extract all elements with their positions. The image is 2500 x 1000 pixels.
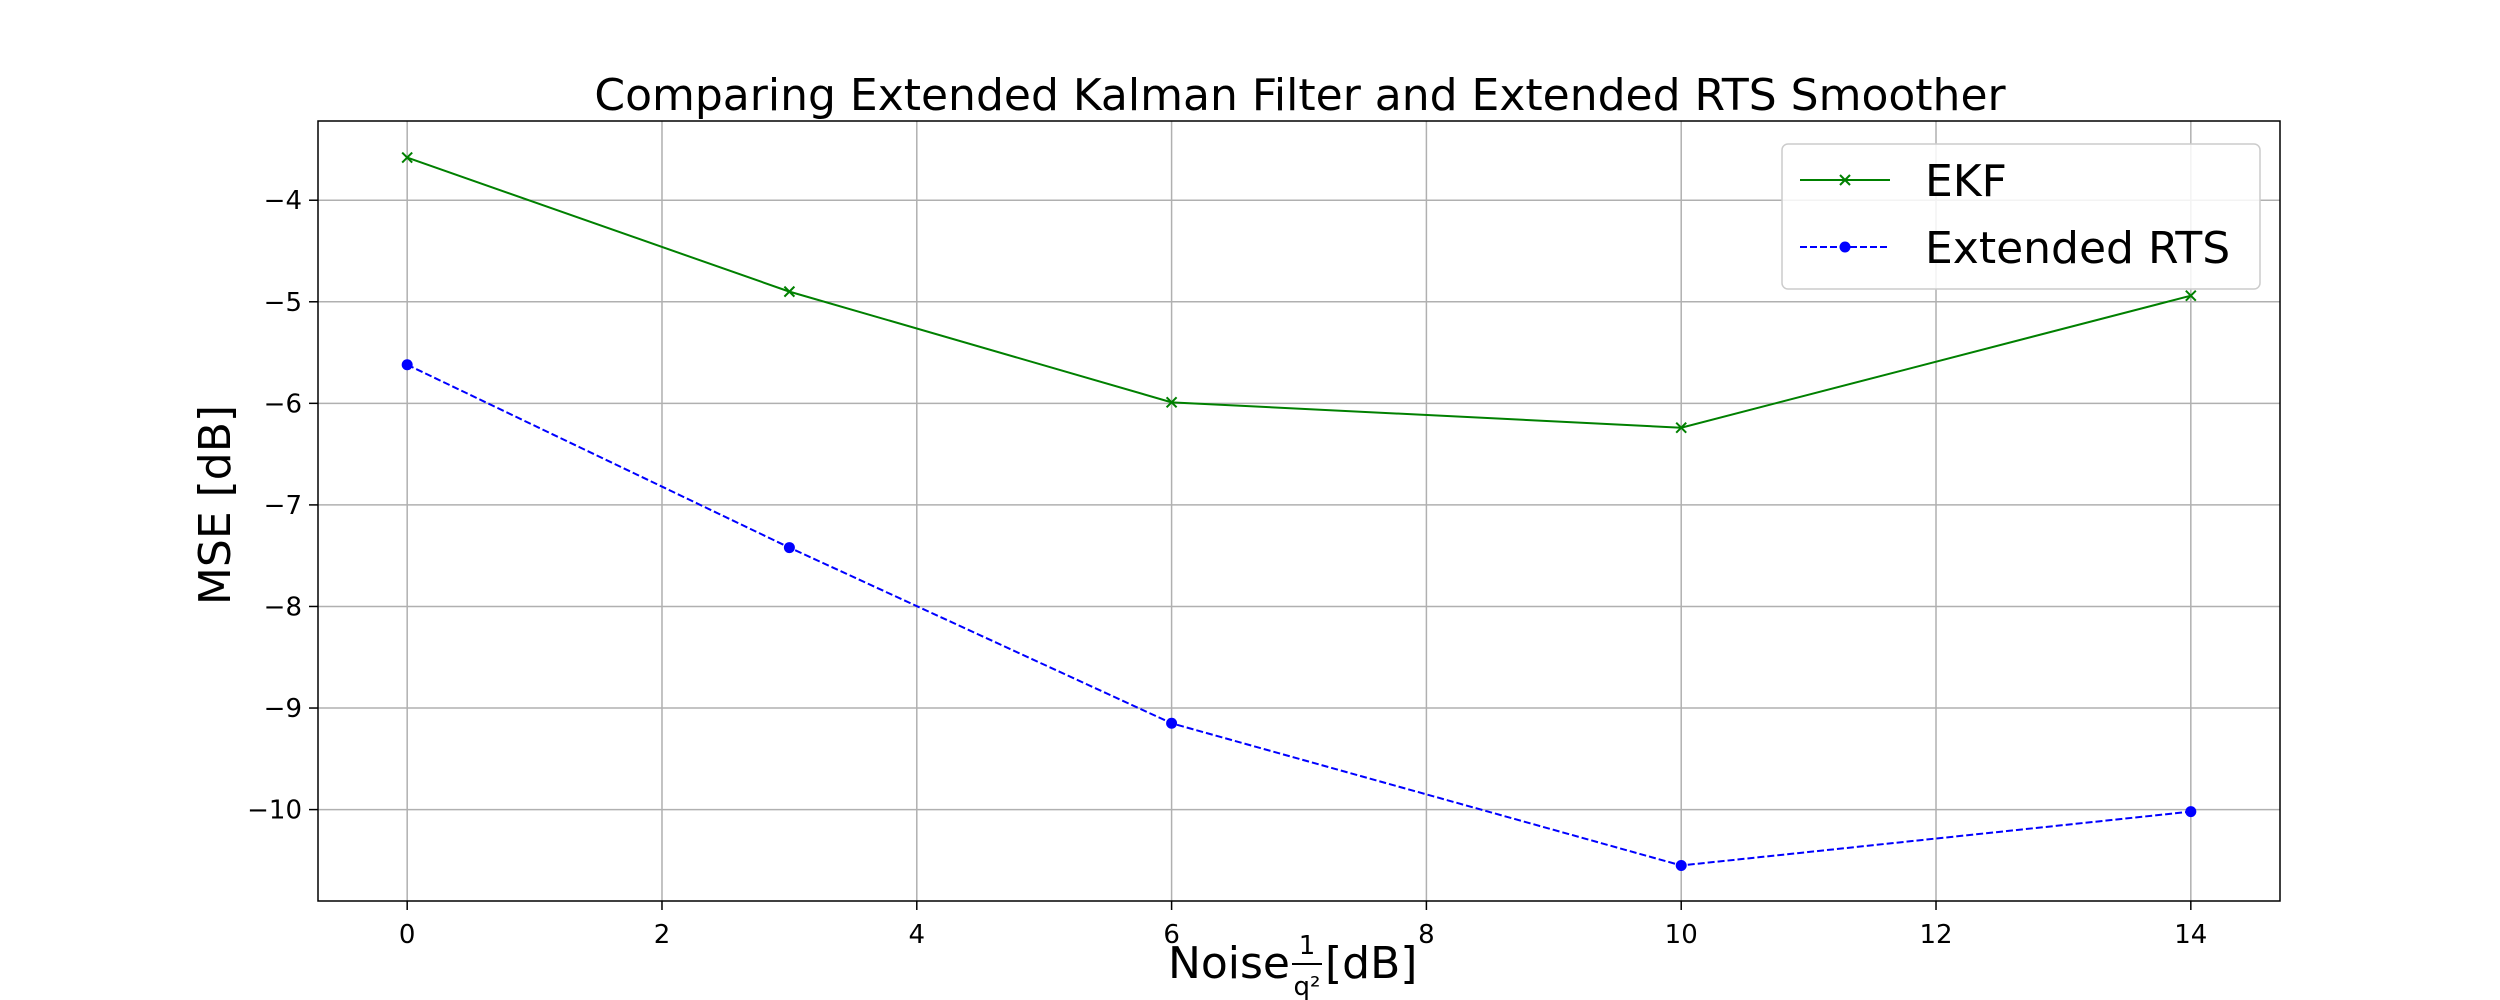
y-tick-label: −5 (264, 288, 302, 318)
x-axis-label: Noise 1 q² [dB] (1168, 931, 1418, 1000)
y-tick-label: −6 (264, 389, 302, 419)
data-point-extended-rts (1675, 859, 1687, 871)
x-tick-label: 0 (399, 920, 416, 950)
series-line-extended-rts (406, 363, 2191, 867)
y-axis-label: MSE [dB] (190, 405, 241, 605)
y-axis: −4 −5 −6 −7 −8 −9 −10 (247, 186, 318, 826)
data-point-extended-rts (1166, 717, 1178, 729)
data-point-ekf (401, 151, 413, 164)
y-tick-label: −10 (247, 796, 302, 826)
x-tick-label: 2 (654, 920, 671, 950)
x-tick-label: 4 (909, 920, 926, 950)
legend-item-extended-rts: Extended RTS (1800, 223, 2230, 274)
data-point-ekf (2185, 289, 2197, 302)
legend-label-ekf: EKF (1925, 156, 2007, 207)
x-tick-label: 6 (1163, 920, 1180, 950)
x-axis-label-suffix: [dB] (1325, 938, 1417, 989)
data-point-ekf (1165, 396, 1178, 409)
marker-stroke (401, 151, 413, 164)
chart-title: Comparing Extended Kalman Filter and Ext… (594, 70, 2006, 121)
marker-stroke (1165, 396, 1178, 409)
x-axis-label-fraction-denominator: q² (1294, 972, 1321, 1000)
y-tick-label: −7 (264, 491, 302, 521)
marker-stroke (1839, 174, 1851, 186)
legend-marker-extended-rts (1839, 241, 1851, 253)
series-layer (401, 151, 2197, 871)
data-point-extended-rts (401, 359, 413, 371)
legend-marker-ekf (1839, 174, 1851, 186)
legend-item-ekf: EKF (1800, 156, 2007, 207)
data-point-extended-rts (783, 542, 795, 554)
series-extended-rts (401, 359, 2197, 871)
x-axis-label-fraction-numerator: 1 (1299, 931, 1316, 961)
legend-label-extended-rts: Extended RTS (1925, 223, 2230, 274)
series-ekf (401, 151, 2197, 434)
legend: EKF Extended RTS (1781, 143, 2261, 290)
legend-box (1781, 143, 2261, 290)
plot-area (317, 120, 2281, 902)
data-point-ekf (783, 285, 796, 298)
x-tick-label: 8 (1418, 920, 1435, 950)
x-tick-label: 14 (2174, 920, 2207, 950)
x-axis: 0 2 4 6 8 10 12 14 (399, 901, 2207, 950)
x-axis-label-prefix: Noise (1168, 938, 1290, 989)
x-tick-label: 10 (1665, 920, 1698, 950)
y-tick-label: −8 (264, 592, 302, 622)
x-tick-label: 12 (1919, 920, 1952, 950)
data-point-extended-rts (2185, 806, 2197, 818)
y-tick-label: −9 (264, 694, 302, 724)
marker-stroke (2185, 289, 2197, 302)
grid (318, 121, 2280, 901)
data-point-ekf (1675, 422, 1687, 434)
marker-stroke (783, 285, 796, 298)
marker-stroke (1675, 422, 1687, 434)
y-tick-label: −4 (264, 186, 302, 216)
